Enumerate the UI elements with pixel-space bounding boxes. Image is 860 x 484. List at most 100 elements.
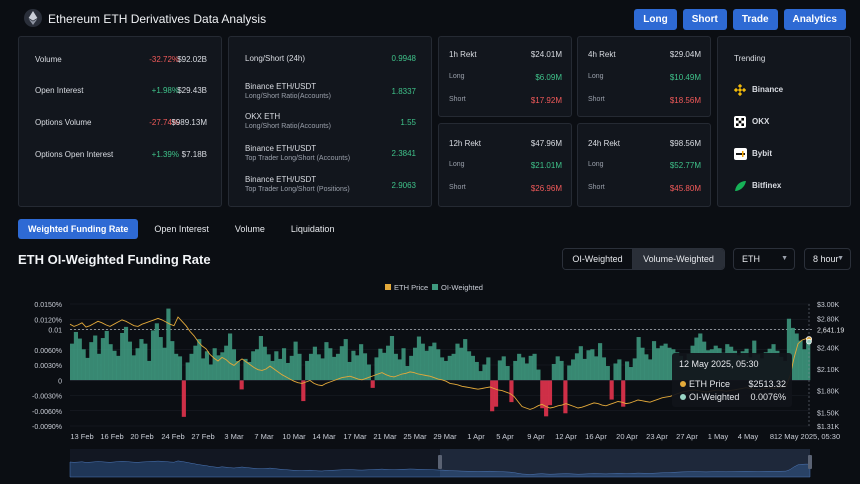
x-tick-label: 13 Feb <box>70 432 93 441</box>
y-tick-label: 0.0150% <box>34 302 62 309</box>
page-title: Ethereum ETH Derivatives Data Analysis <box>48 12 267 26</box>
funding-bar <box>251 351 256 381</box>
ls-label-0: Long/Short (24h) <box>245 54 306 63</box>
funding-bar <box>123 326 129 381</box>
y-tick-label: -0.0030% <box>32 394 62 401</box>
x-tick-label: 21 Mar <box>373 432 397 441</box>
funding-bar <box>73 331 78 381</box>
rekt-title: 4h Rekt <box>588 50 616 59</box>
x-tick-label: 10 Mar <box>282 432 306 441</box>
funding-bar <box>143 343 148 381</box>
stat-value-volume: $92.02B <box>177 55 207 64</box>
tooltip-oi-label: OI-Weighted <box>689 392 740 402</box>
funding-bar <box>359 344 364 381</box>
funding-bar <box>567 365 572 381</box>
chart-tooltip: 12 May 2025, 05:30 ETH Price $2513.32 OI… <box>672 353 792 407</box>
y-tick-label: 0.0120% <box>34 317 62 324</box>
y-tick-label: 0.01 <box>48 327 62 334</box>
funding-bar <box>586 350 591 381</box>
x-tick-label: 12 Apr <box>555 432 577 441</box>
rekt-long: $10.49M <box>669 73 701 82</box>
funding-bar <box>70 343 75 381</box>
funding-bar <box>574 353 580 381</box>
funding-bar <box>197 339 202 381</box>
asset-select[interactable]: ETH ▼ <box>733 248 795 270</box>
funding-bar <box>339 346 344 381</box>
rekt-card-24h: 24h Rekt $98.56M Long $52.77M Short $45.… <box>577 123 711 207</box>
stat-change-volume: -32.72% <box>149 55 179 64</box>
tab-open-interest[interactable]: Open Interest <box>154 224 209 234</box>
funding-bar <box>393 353 398 381</box>
x-tick-label: 24 Feb <box>161 432 184 441</box>
funding-bar <box>455 343 460 381</box>
tab-liquidation[interactable]: Liquidation <box>290 224 335 234</box>
funding-bar <box>397 359 402 381</box>
trending-item-binance[interactable]: Binance <box>734 83 834 97</box>
funding-bar <box>96 353 102 381</box>
funding-bar <box>177 356 183 381</box>
trending-title: Trending <box>734 54 766 63</box>
funding-bar <box>416 336 422 381</box>
funding-bar <box>497 360 502 381</box>
funding-bar <box>617 359 622 381</box>
funding-bar <box>278 358 283 381</box>
trade-button[interactable]: Trade <box>732 9 778 30</box>
ls-value-4: 2.9063 <box>391 181 416 190</box>
trending-item-bitfinex[interactable]: Bitfinex <box>734 179 834 193</box>
funding-bar <box>139 339 144 381</box>
rekt-long: $52.77M <box>669 161 701 170</box>
top-bar: Ethereum ETH Derivatives Data Analysis L… <box>0 0 860 36</box>
trending-label: Bybit <box>752 149 772 158</box>
funding-bar <box>493 380 499 407</box>
trending-label: Binance <box>752 85 784 94</box>
funding-bar <box>235 360 240 381</box>
funding-bar <box>424 350 429 381</box>
funding-bar <box>374 357 379 381</box>
ls-sub-1: Long/Short Ratio(Accounts) <box>245 93 331 100</box>
legend-label: ETH Price <box>394 283 428 292</box>
y-tick-label: -0.0060% <box>32 409 62 416</box>
chart-tabs: Weighted Funding Rate Open Interest Volu… <box>18 219 344 239</box>
funding-bar <box>524 363 529 381</box>
funding-bar <box>486 357 491 381</box>
rekt-short: $18.56M <box>669 96 701 105</box>
funding-bar <box>555 356 560 381</box>
oi-weighted-toggle[interactable]: OI-Weighted <box>563 249 633 269</box>
stat-value-options-volume: $989.13M <box>171 118 207 127</box>
volume-weighted-toggle[interactable]: Volume-Weighted <box>633 249 724 269</box>
rekt-title: 1h Rekt <box>449 50 477 59</box>
short-button[interactable]: Short <box>682 9 727 30</box>
funding-bar <box>216 355 221 381</box>
funding-bar <box>262 346 267 381</box>
chevron-down-icon: ▼ <box>781 255 788 262</box>
funding-bar <box>355 355 360 381</box>
funding-bar <box>536 369 541 381</box>
funding-bar <box>443 360 448 381</box>
market-stats-card: Volume -32.72% $92.02B Open Interest +1.… <box>18 36 222 207</box>
funding-bar <box>208 364 213 381</box>
x-tick-label: 14 Mar <box>312 432 336 441</box>
tab-volume[interactable]: Volume <box>234 224 265 234</box>
y2-tick-label: $1.50K <box>817 410 840 417</box>
long-button[interactable]: Long <box>634 9 677 30</box>
funding-bar <box>651 341 657 381</box>
interval-select[interactable]: 8 hour ▼ <box>804 248 851 270</box>
ls-label-2: OKX ETH <box>245 112 281 121</box>
analytics-button[interactable]: Analytics <box>783 9 846 30</box>
rekt-short: $26.96M <box>530 184 562 193</box>
funding-bar <box>120 332 125 381</box>
stat-change-open-interest: +1.98% <box>151 86 179 95</box>
tab-weighted-funding-rate[interactable]: Weighted Funding Rate <box>18 219 139 239</box>
range-navigator[interactable] <box>69 449 812 478</box>
chart-title: ETH OI-Weighted Funding Rate <box>18 252 211 267</box>
x-tick-label: 20 Feb <box>130 432 153 441</box>
x-tick-label: 20 Apr <box>616 432 638 441</box>
funding-bar <box>798 340 803 381</box>
funding-bar <box>135 348 140 381</box>
funding-bar <box>324 342 329 381</box>
funding-bar <box>478 371 483 381</box>
trending-item-okx[interactable]: OKX <box>734 115 834 129</box>
trending-item-bybit[interactable]: Bybit <box>734 147 834 161</box>
funding-bar <box>93 335 98 381</box>
rekt-long: $6.09M <box>535 73 562 82</box>
